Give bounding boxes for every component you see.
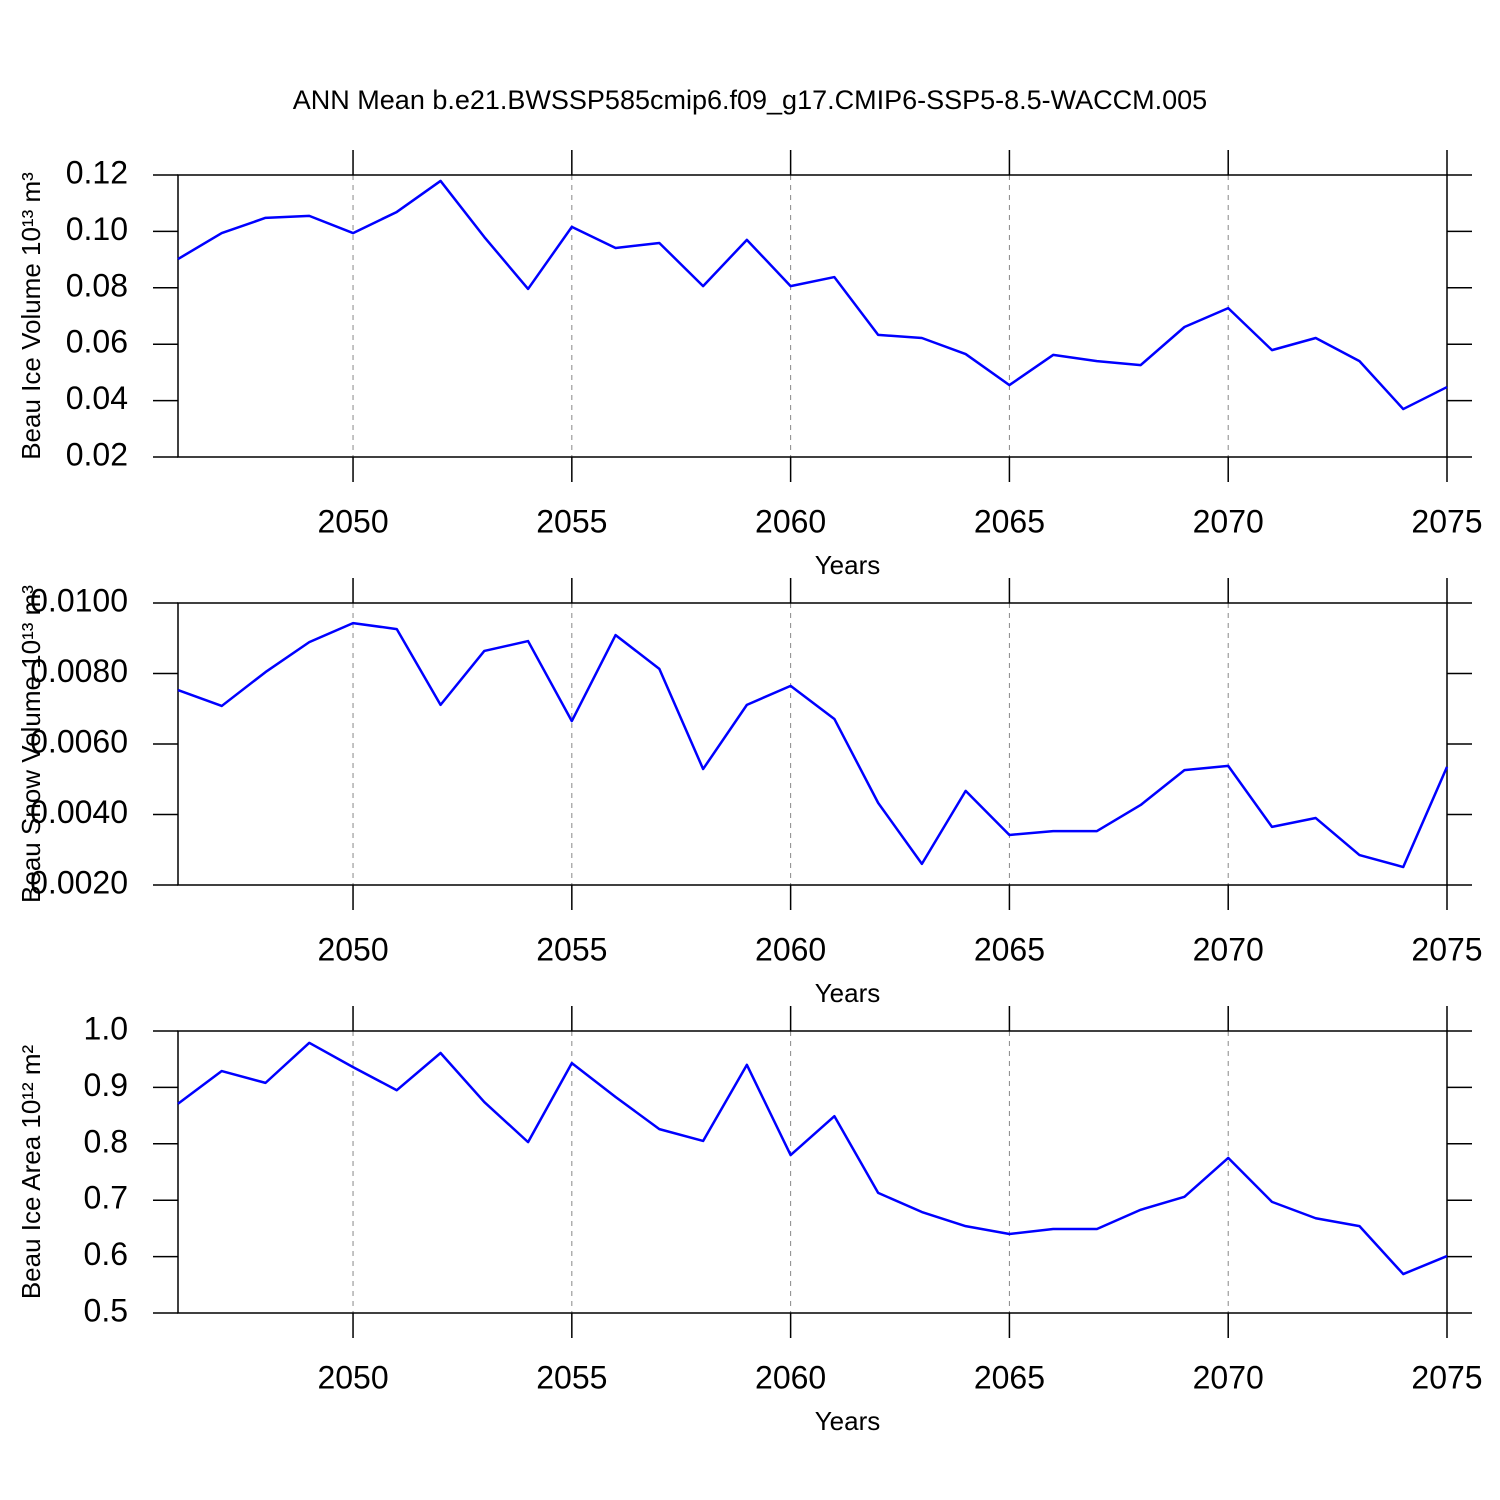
data-line: [177, 179, 1448, 411]
x-tick-label: 2075: [1411, 503, 1482, 539]
y-tick-label: 1.0: [84, 1010, 128, 1046]
x-tick-label: 2075: [1411, 931, 1482, 967]
y-tick-label: 0.10: [66, 211, 128, 247]
figure-title: ANN Mean b.e21.BWSSP585cmip6.f09_g17.CMI…: [293, 85, 1207, 115]
x-axis-title: Years: [815, 550, 881, 580]
y-tick-label: 0.02: [66, 436, 128, 472]
data-line: [177, 621, 1449, 869]
plot-frame: [177, 174, 1448, 458]
y-tick-label: 0.0060: [30, 723, 128, 759]
y-tick-label: 0.7: [84, 1180, 128, 1216]
y-tick-label: 0.08: [66, 267, 128, 303]
x-axis-title: Years: [815, 1406, 881, 1436]
data-line: [177, 1041, 1448, 1276]
y-tick-label: 0.0040: [30, 794, 128, 830]
y-axis-title: Beau Ice Volume 10¹³ m³: [16, 172, 46, 460]
y-axis-title: Beau Ice Area 10¹² m²: [16, 1044, 46, 1299]
x-axis-title: Years: [815, 978, 881, 1008]
x-tick-label: 2050: [317, 1359, 388, 1395]
y-tick-label: 0.8: [84, 1123, 128, 1159]
x-tick-label: 2065: [974, 931, 1045, 967]
y-tick-label: 0.0020: [30, 864, 128, 900]
plot-frame: [177, 1030, 1448, 1314]
x-tick-label: 2055: [536, 1359, 607, 1395]
y-tick-label: 0.04: [66, 380, 128, 416]
y-tick-label: 0.0080: [30, 653, 128, 689]
y-tick-label: 0.5: [84, 1292, 128, 1328]
y-tick-label: 0.06: [66, 324, 128, 360]
x-tick-label: 2060: [755, 1359, 826, 1395]
x-tick-label: 2050: [317, 931, 388, 967]
x-tick-label: 2060: [755, 503, 826, 539]
x-tick-label: 2070: [1193, 503, 1264, 539]
y-tick-label: 0.9: [84, 1067, 128, 1103]
x-tick-label: 2055: [536, 503, 607, 539]
x-tick-label: 2050: [317, 503, 388, 539]
x-tick-label: 2065: [974, 503, 1045, 539]
x-tick-label: 2075: [1411, 1359, 1482, 1395]
plot-frame: [177, 602, 1448, 886]
x-tick-label: 2070: [1193, 931, 1264, 967]
x-tick-label: 2070: [1193, 1359, 1264, 1395]
y-tick-label: 0.0100: [30, 582, 128, 618]
x-tick-label: 2065: [974, 1359, 1045, 1395]
x-tick-label: 2055: [536, 931, 607, 967]
y-tick-label: 0.6: [84, 1236, 128, 1272]
y-axis-title: Beau Snow Volume 10¹³ m³: [16, 585, 46, 903]
y-tick-label: 0.12: [66, 154, 128, 190]
x-tick-label: 2060: [755, 931, 826, 967]
